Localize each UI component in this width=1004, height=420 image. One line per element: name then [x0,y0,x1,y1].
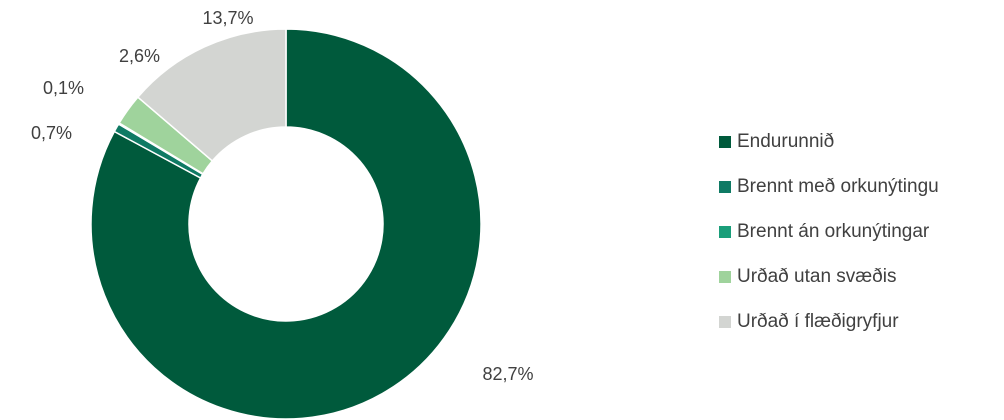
legend-item-urdad-utan-svaedis: Urðað utan svæðis [719,254,939,299]
legend-label: Urðað í flæðigryfjur [737,310,899,332]
legend-swatch [719,135,731,148]
legend-swatch [719,315,731,328]
legend-item-brennt-med-orkunytingu: Brennt með orkunýtingu [719,164,939,209]
legend-label: Brennt án orkunýtingar [737,220,930,242]
legend-item-brennt-an-orkunytingar: Brennt án orkunýtingar [719,209,939,254]
legend: Endurunnið Brennt með orkunýtingu Brennt… [719,119,939,344]
slice-endurunnid [90,28,482,420]
slice-label-urdad-i-flaedigryfjur: 13,7% [202,8,253,28]
legend-label: Urðað utan svæðis [737,265,897,287]
donut-slices [90,28,482,420]
legend-item-urdad-i-flaedigryfjur: Urðað í flæðigryfjur [719,299,939,344]
legend-swatch [719,225,731,238]
legend-swatch [719,270,731,283]
slice-label-urdad-utan-svaedis: 2,6% [119,46,160,66]
slice-label-brennt-med-orkunytingu: 0,7% [31,123,72,143]
slice-urdad-i-flaedigryfjur [136,28,287,162]
legend-label: Endurunnið [737,130,835,152]
legend-swatch [719,180,731,193]
legend-label: Brennt með orkunýtingu [737,175,939,197]
slice-label-endurunnid: 82,7% [482,364,533,384]
slice-label-brennt-an-orkunytingar: 0,1% [43,78,84,98]
slice-labels: 82,7% 0,7% 0,1% 2,6% 13,7% [31,8,534,384]
legend-item-endurunnid: Endurunnið [719,119,939,164]
